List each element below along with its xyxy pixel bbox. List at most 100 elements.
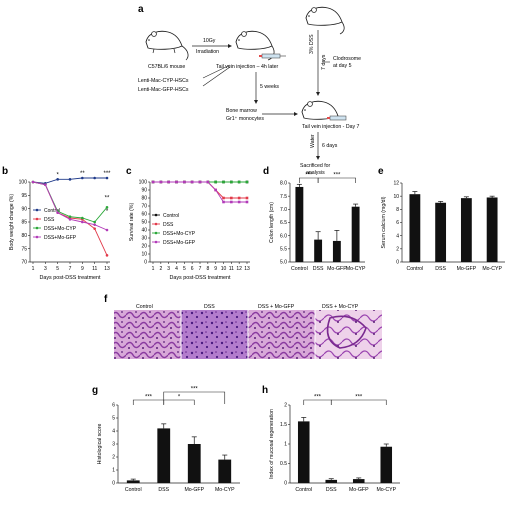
data-point	[245, 200, 249, 204]
injection-label: Tail vein injection – 4h later	[216, 64, 279, 70]
x-tick-label: 4	[175, 266, 178, 272]
significance-bracket	[330, 399, 387, 405]
data-point	[56, 178, 59, 181]
x-tick-label: 6	[191, 266, 194, 272]
data-point	[105, 228, 109, 232]
panel-label-g: g	[92, 385, 98, 396]
x-tick-label: DSS	[313, 266, 324, 272]
panel-label-h: h	[262, 385, 268, 396]
data-point	[81, 220, 84, 224]
y-tick-label: 0	[284, 481, 287, 487]
x-tick-label: DSS	[326, 487, 337, 493]
data-point	[237, 180, 241, 184]
panel-label-c: c	[126, 166, 132, 177]
mouse-icon	[301, 100, 339, 120]
y-tick-label: 0	[396, 260, 399, 266]
hsc-cyp-label: Lenti-Mac-CYP-HSCs	[138, 78, 189, 84]
irradiation-label: Irradiation	[196, 49, 219, 55]
data-point	[230, 200, 233, 204]
histology-image-mo-cyp	[315, 310, 382, 359]
data-point	[222, 180, 225, 184]
histology-label-mo-cyp: DSS + Mo-CYP	[322, 304, 359, 310]
y-axis-title: Index of mucosal regeneration	[269, 409, 275, 479]
x-tick-label: 13	[244, 266, 250, 272]
data-point	[151, 180, 155, 184]
data-point	[190, 180, 194, 184]
data-point	[68, 218, 72, 221]
series-line-dss-mo-gfp	[153, 181, 247, 203]
x-tick-label: Mo-CYP	[376, 487, 396, 493]
legend-marker	[35, 235, 39, 239]
y-tick-label: 4	[396, 233, 399, 239]
bar-dss	[325, 479, 338, 483]
legend-label: Control	[163, 213, 179, 219]
chart-survival: 0 10 20 30 40 50 60 70 80 90 100 Survival rate (%) 1…	[129, 180, 250, 281]
y-tick-label: 10	[393, 194, 399, 200]
data-point	[56, 211, 59, 214]
dose-label: 10Gy	[203, 38, 216, 44]
data-point	[81, 176, 84, 180]
data-point	[222, 196, 225, 200]
significance-marker: *	[56, 172, 59, 178]
x-tick-label: 5	[183, 266, 186, 272]
arrow-line	[202, 66, 231, 87]
y-tick-label: 95	[21, 193, 27, 199]
y-tick-label: 0	[112, 481, 115, 487]
x-tick-label: Control	[291, 266, 308, 272]
x-tick-label: Mo-GFP	[349, 487, 369, 493]
days6-label: 6 days	[322, 143, 338, 149]
arrow-head	[294, 112, 298, 116]
data-point	[237, 200, 241, 204]
data-point	[31, 180, 35, 184]
y-tick-label: 12	[393, 181, 399, 187]
panel-label-b: b	[2, 166, 8, 177]
y-tick-label: 40	[141, 228, 147, 234]
bar-mo-gfp	[187, 444, 201, 483]
x-tick-label: DSS	[435, 266, 446, 272]
data-point	[206, 180, 210, 184]
data-point	[68, 178, 72, 181]
bar-dss	[435, 202, 447, 262]
bar-dss	[157, 428, 171, 483]
significance-marker: *	[178, 395, 181, 401]
chart-serum-calcium: 0 2 4 6 8 10 12 Serum calcium (mg/dl) Control DSS…	[381, 181, 505, 272]
monocytes-label: Gr1⁺ monocytes	[226, 116, 264, 122]
mouse-icon	[305, 6, 345, 35]
y-tick-label: 100	[19, 180, 28, 186]
y-tick-label: 10	[141, 252, 147, 258]
arrow-head	[228, 44, 232, 48]
y-tick-label: 0.5	[280, 461, 287, 467]
significance-marker: ***	[145, 395, 153, 401]
significance-bracket	[132, 399, 165, 405]
data-point	[81, 216, 84, 220]
y-tick-label: 6.5	[280, 220, 287, 226]
data-point	[105, 206, 109, 209]
x-tick-label: 9	[81, 266, 84, 272]
chart-histological-score: 0 1 2 3 4 5 6 Histological score Control DSS Mo-GF…	[97, 387, 240, 493]
y-tick-label: 90	[21, 206, 27, 212]
y-tick-label: 2	[284, 403, 287, 409]
syringe-icon	[327, 115, 347, 121]
bar-mo-gfp	[352, 479, 365, 483]
x-tick-label: 2	[159, 266, 162, 272]
y-tick-label: 100	[139, 180, 148, 186]
y-tick-label: 8	[396, 207, 399, 213]
dss-label: 3% DSS	[309, 34, 315, 54]
data-point	[214, 180, 217, 184]
chart-mucosal-regeneration: 0 0.5 1 1.5 2 Index of mucosal regeneration Co…	[269, 395, 400, 493]
y-tick-label: 0	[144, 260, 147, 266]
y-tick-label: 80	[21, 233, 27, 239]
y-axis-title: Body weight change (%)	[9, 194, 15, 251]
data-point	[93, 220, 96, 224]
legend-marker	[154, 240, 158, 244]
data-point	[105, 254, 109, 257]
legend-marker	[35, 217, 39, 221]
x-tick-label: Mo-GFP	[457, 266, 477, 272]
series-line-dss	[153, 181, 247, 199]
y-tick-label: 80	[141, 196, 147, 202]
x-tick-label: 8	[206, 266, 209, 272]
arrow-head	[316, 92, 320, 96]
significance-bracket	[163, 399, 195, 405]
legend-label: Control	[44, 208, 60, 214]
bar-mo-cyp	[380, 446, 393, 483]
